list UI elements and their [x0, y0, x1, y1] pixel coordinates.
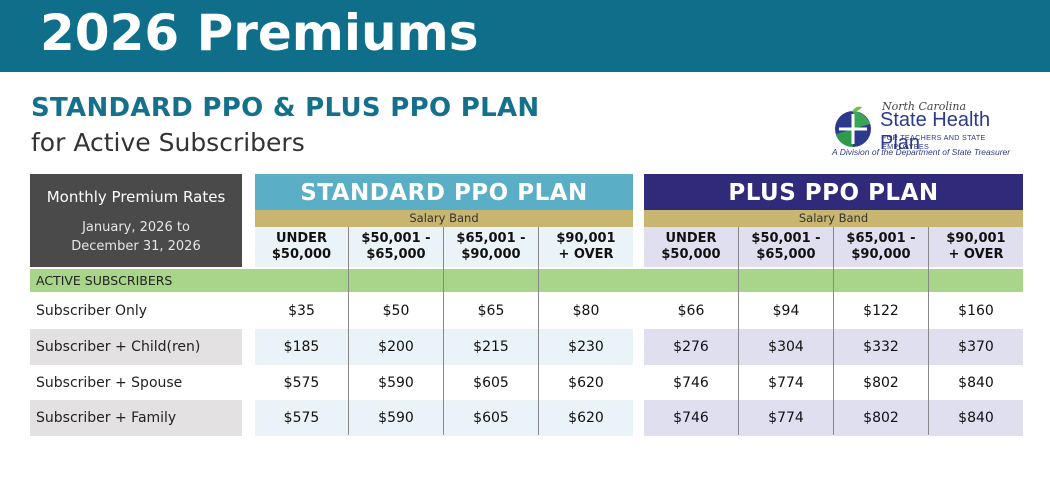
table-cell: $590 [378, 375, 414, 391]
table-cell: $80 [572, 303, 600, 319]
band-line2: $65,000 [366, 247, 426, 262]
table-cell: $200 [349, 329, 443, 365]
table-cell: $66 [677, 303, 705, 319]
column-header: $65,001 - $90,000 [834, 227, 928, 267]
table-cell: $605 [444, 400, 538, 436]
band-line1: $65,001 - [456, 231, 526, 246]
table-cell: $774 [739, 400, 833, 436]
band-line2: + OVER [948, 247, 1004, 262]
table-cell: $590 [349, 400, 443, 436]
plus-plan-header: PLUS PPO PLAN [644, 174, 1023, 210]
table-cell: $575 [283, 375, 320, 391]
column-divider [833, 227, 834, 435]
logo-state-text: North Carolina [882, 100, 967, 113]
row-label: Subscriber + Child(ren) [30, 329, 242, 365]
row-label: Subscriber Only [36, 303, 148, 319]
table-cell: $802 [834, 400, 928, 436]
band-line1: $50,001 - [751, 231, 821, 246]
table-cell: $35 [288, 303, 315, 319]
table-cell: $840 [929, 400, 1023, 436]
column-header: UNDER $50,000 [255, 227, 348, 267]
band-line2: $90,000 [461, 247, 521, 262]
column-divider [348, 227, 349, 435]
band-line1: UNDER [275, 231, 328, 246]
column-header: $50,001 - $65,000 [349, 227, 443, 267]
table-cell: $94 [772, 303, 800, 319]
table-cell: $575 [255, 400, 348, 436]
band-line1: $90,001 [556, 231, 616, 246]
band-line2: $65,000 [756, 247, 816, 262]
section-active-subscribers: ACTIVE SUBSCRIBERS [30, 269, 1023, 292]
page-title: 2026 Premiums [40, 4, 479, 62]
column-divider [738, 227, 739, 435]
table-cell: $746 [644, 400, 738, 436]
plan-heading: STANDARD PPO & PLUS PPO PLAN [31, 93, 540, 123]
table-cell: $332 [834, 329, 928, 365]
column-header: $90,001 + OVER [539, 227, 633, 267]
table-cell: $122 [863, 303, 899, 319]
row-label: Subscriber + Spouse [36, 375, 183, 391]
logo-subtitle: FOR TEACHERS AND STATE EMPLOYEES [882, 133, 986, 151]
logo-division: A Division of the Department of State Tr… [832, 147, 1011, 157]
table-cell: $304 [739, 329, 833, 365]
standard-plan-header: STANDARD PPO PLAN [255, 174, 633, 210]
table-cell: $620 [539, 400, 633, 436]
table-cell: $370 [929, 329, 1023, 365]
band-line1: $65,001 - [846, 231, 916, 246]
logo-name: State Health Plan [880, 109, 991, 154]
column-divider [538, 227, 539, 435]
rates-dates-line2: December 31, 2026 [71, 239, 201, 254]
band-line2: $50,000 [661, 247, 721, 262]
column-header: $65,001 - $90,000 [444, 227, 538, 267]
column-header: $50,001 - $65,000 [739, 227, 833, 267]
band-line1: $50,001 - [361, 231, 431, 246]
row-label: Subscriber + Family [30, 400, 242, 436]
state-health-plan-logo: North Carolina State Health Plan FOR TEA… [830, 98, 1030, 160]
column-header: UNDER $50,000 [644, 227, 738, 267]
rates-dates-line1: January, 2026 to [82, 220, 190, 235]
rates-box: Monthly Premium Rates January, 2026 to D… [30, 174, 242, 267]
rates-title: Monthly Premium Rates [46, 188, 226, 206]
column-header: $90,001 + OVER [929, 227, 1023, 267]
table-cell: $215 [444, 329, 538, 365]
title-banner: 2026 Premiums [0, 0, 1050, 72]
rates-dates: January, 2026 to December 31, 2026 [30, 218, 242, 256]
table-cell: $774 [768, 375, 804, 391]
standard-salary-band-label: Salary Band [255, 210, 633, 227]
band-line1: $90,001 [946, 231, 1006, 246]
table-cell: $185 [255, 329, 348, 365]
band-line2: $50,000 [271, 247, 332, 262]
table-cell: $840 [958, 375, 994, 391]
table-cell: $620 [568, 375, 604, 391]
table-cell: $605 [473, 375, 509, 391]
plan-subheading: for Active Subscribers [31, 128, 305, 157]
plus-salary-band-label: Salary Band [644, 210, 1023, 227]
table-cell: $160 [958, 303, 994, 319]
column-divider [443, 227, 444, 435]
band-line2: + OVER [558, 247, 614, 262]
table-cell: $802 [863, 375, 899, 391]
table-cell: $230 [539, 329, 633, 365]
column-divider [928, 227, 929, 435]
table-cell: $746 [673, 375, 709, 391]
table-cell: $65 [477, 303, 505, 319]
band-line1: UNDER [665, 231, 717, 246]
band-line2: $90,000 [851, 247, 911, 262]
seal-logo-icon [835, 106, 871, 147]
table-cell: $50 [382, 303, 410, 319]
table-cell: $276 [644, 329, 738, 365]
